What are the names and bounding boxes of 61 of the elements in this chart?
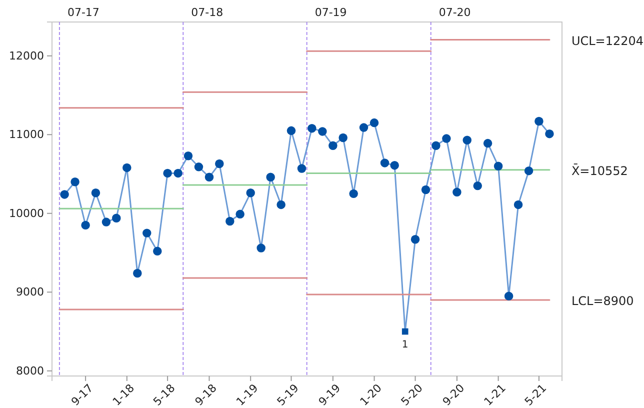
point [328, 141, 338, 150]
point [349, 189, 358, 198]
point [102, 218, 111, 226]
y-tick-label: 10000 [9, 206, 44, 220]
annotation: LCL=8900 [571, 294, 634, 308]
point [452, 188, 462, 196]
ref-line-label: 07-20 [438, 6, 471, 19]
point [133, 268, 142, 278]
point [276, 200, 286, 210]
y-tick-label: 11000 [9, 128, 44, 142]
point [70, 178, 80, 186]
point [308, 124, 316, 133]
point [359, 123, 368, 132]
point [473, 181, 482, 190]
point [153, 246, 162, 256]
point [410, 235, 420, 244]
y-tick-label: 9000 [16, 286, 44, 299]
point [91, 188, 100, 198]
point [390, 160, 399, 170]
point [112, 214, 121, 222]
point [504, 292, 514, 300]
annotation: UCL=12204 [571, 34, 644, 48]
y-tick-label: 12000 [9, 49, 44, 62]
point [297, 164, 306, 173]
point [286, 126, 296, 136]
point [226, 216, 234, 226]
point [318, 127, 327, 136]
annotation: 1 [402, 340, 408, 351]
point [402, 328, 408, 335]
point [142, 228, 152, 238]
point [215, 159, 224, 168]
point [494, 162, 503, 170]
point [194, 162, 204, 172]
point [421, 185, 430, 194]
point [163, 168, 172, 178]
point [122, 163, 132, 172]
point [534, 116, 544, 126]
point [60, 190, 69, 199]
point [380, 158, 390, 168]
point [81, 220, 90, 230]
point [184, 152, 193, 160]
point [204, 172, 214, 182]
point [246, 188, 255, 198]
y-tick-label: 8000 [16, 364, 44, 378]
point [338, 133, 348, 142]
annotation: X̄=10552 [571, 164, 628, 178]
ref-line-label: 07-17 [67, 6, 100, 19]
point [483, 138, 492, 148]
point [256, 244, 266, 252]
ref-line-label: 07-19 [314, 6, 347, 19]
point [432, 141, 440, 150]
point [236, 210, 244, 219]
ref-line-label: 07-18 [191, 6, 224, 19]
point [174, 168, 182, 178]
point [545, 129, 554, 138]
point [370, 118, 379, 128]
point [462, 136, 472, 144]
point [524, 166, 534, 176]
point [514, 200, 523, 210]
point [442, 134, 451, 143]
point [266, 172, 275, 182]
